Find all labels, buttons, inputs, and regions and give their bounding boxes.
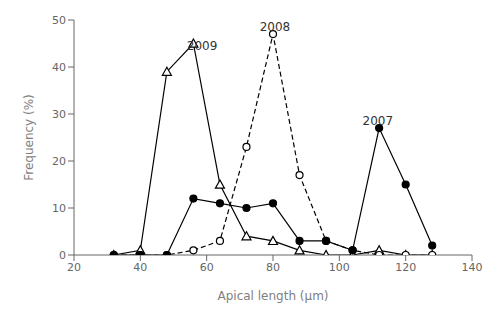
svg-text:2007: 2007: [363, 114, 394, 128]
svg-text:Apical length (μm): Apical length (μm): [217, 289, 328, 303]
svg-text:140: 140: [462, 261, 483, 274]
svg-text:30: 30: [52, 108, 66, 121]
svg-text:2009: 2009: [187, 39, 218, 53]
svg-text:0: 0: [59, 249, 66, 262]
svg-text:40: 40: [133, 261, 147, 274]
svg-text:50: 50: [52, 14, 66, 27]
svg-text:120: 120: [395, 261, 416, 274]
svg-text:20: 20: [67, 261, 81, 274]
svg-text:Frequency (%): Frequency (%): [22, 94, 36, 181]
svg-text:10: 10: [52, 202, 66, 215]
svg-text:60: 60: [200, 261, 214, 274]
svg-text:40: 40: [52, 61, 66, 74]
svg-text:20: 20: [52, 155, 66, 168]
svg-text:2008: 2008: [260, 20, 291, 34]
svg-text:80: 80: [266, 261, 280, 274]
svg-text:100: 100: [329, 261, 350, 274]
